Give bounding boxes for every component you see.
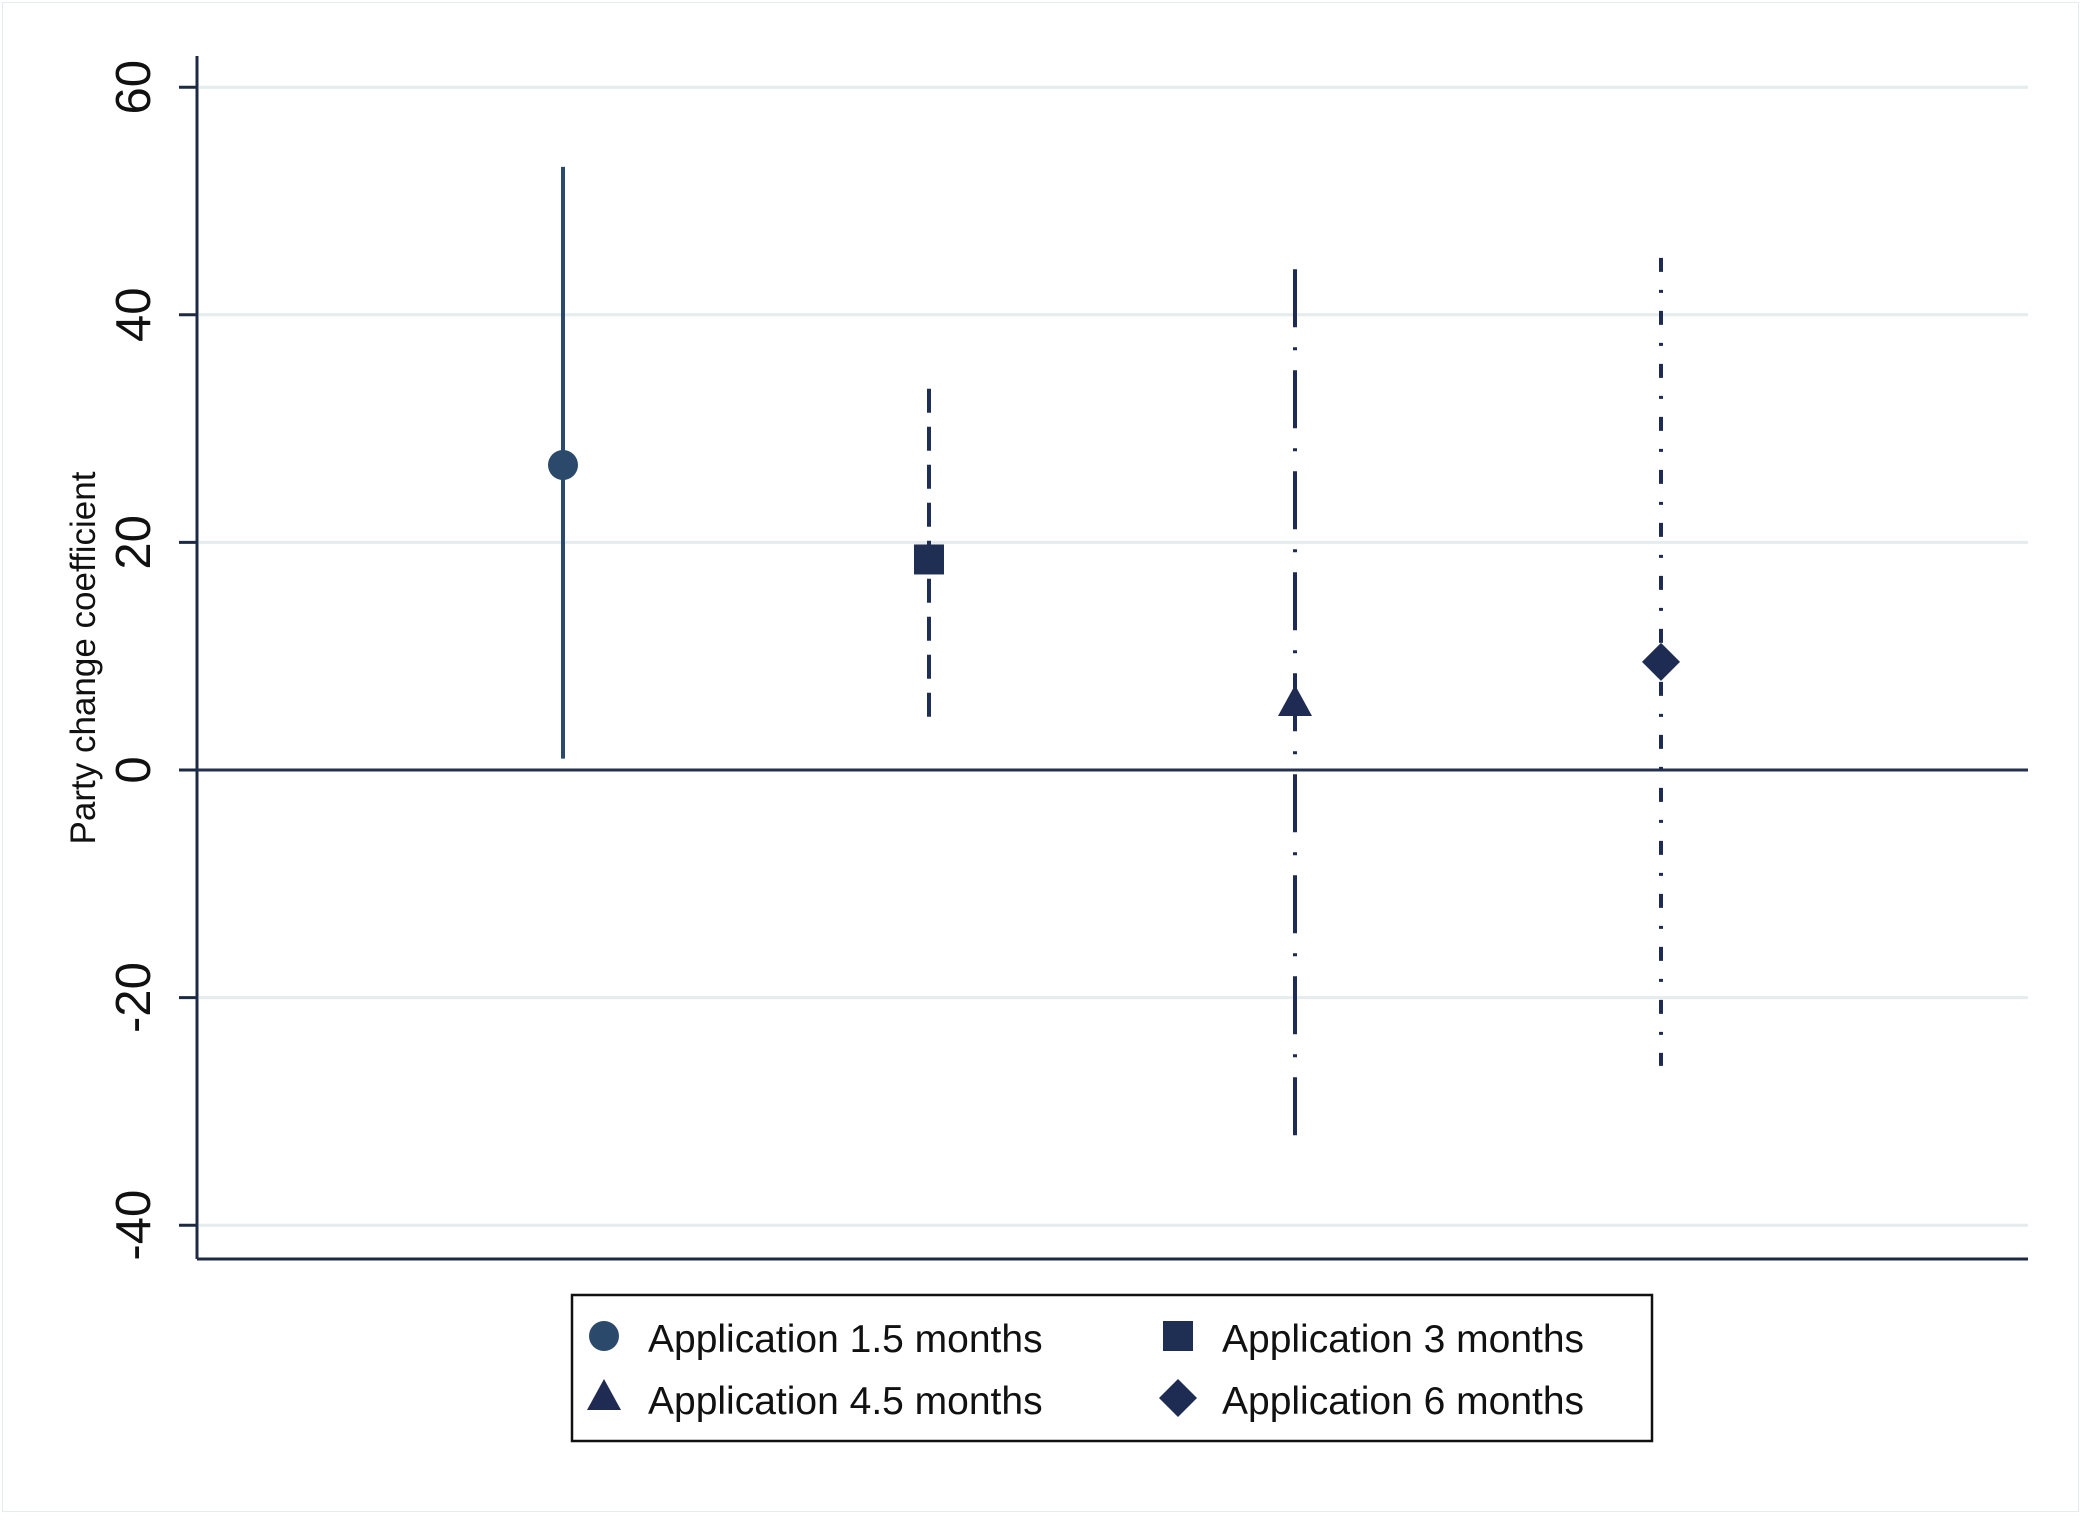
- point-estimates: [548, 450, 1680, 716]
- legend-items: Application 1.5 months Application 3 mont…: [587, 1318, 1584, 1423]
- y-tick-label: 60: [107, 60, 161, 115]
- y-tick-label: 20: [107, 515, 161, 570]
- legend-label: Application 6 months: [1222, 1380, 1584, 1423]
- point-estimate-square: [914, 544, 944, 575]
- legend-marker-diamond: [1159, 1379, 1197, 1417]
- y-tick-label: 40: [107, 288, 161, 343]
- legend-marker-triangle: [587, 1379, 621, 1410]
- point-estimate-triangle: [1278, 684, 1312, 716]
- point-estimate-circle: [548, 450, 578, 481]
- legend-marker-circle: [589, 1321, 619, 1351]
- y-ticks: -40 -20 0 20 40 60: [107, 60, 197, 1261]
- y-tick-label: 0: [107, 756, 161, 783]
- legend-box: [570, 1293, 1654, 1443]
- y-tick-label: -40: [107, 1190, 161, 1261]
- y-tick-label: -20: [107, 962, 161, 1033]
- y-axis-label: Party change coefficient: [64, 471, 103, 844]
- legend-label: Application 4.5 months: [648, 1380, 1043, 1423]
- legend-marker-square: [1163, 1321, 1193, 1351]
- legend-label: Application 1.5 months: [648, 1318, 1043, 1361]
- gridlines: [199, 85, 2028, 1227]
- point-estimate-diamond: [1642, 642, 1680, 681]
- legend-label: Application 3 months: [1222, 1318, 1584, 1361]
- legend: Application 1.5 months Application 3 mont…: [570, 1293, 1654, 1443]
- axes: [195, 56, 2028, 1261]
